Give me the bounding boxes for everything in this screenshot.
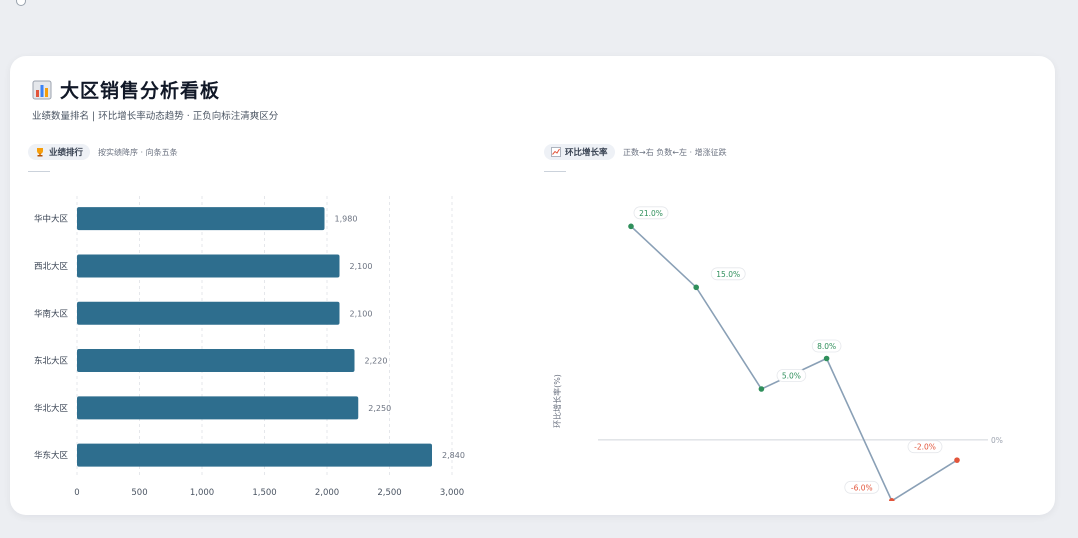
page-title: 大区销售分析看板 [60, 80, 221, 102]
x-tick-label: 500 [131, 488, 147, 498]
data-label: -6.0% [851, 483, 873, 492]
y-axis-label: 环比增长率(%) [552, 374, 562, 428]
bar [77, 254, 340, 278]
x-tick-label: 1,500 [252, 488, 276, 498]
data-point [954, 457, 960, 463]
trophy-icon [37, 148, 43, 157]
x-tick-label: 0 [74, 488, 79, 498]
bar-value-label: 1,980 [335, 215, 358, 224]
data-label: 8.0% [817, 342, 836, 351]
trend-chart-icon [551, 147, 561, 157]
category-label: 华中大区 [34, 214, 69, 225]
category-label: 西北大区 [34, 261, 69, 272]
bar-value-label: 2,250 [368, 404, 391, 413]
growth-line-chart: 0%环比增长率(%)21.0%华东大区15.0%华北大区5.0%东北大区8.0%… [552, 206, 1003, 501]
bar-value-label: 2,840 [442, 451, 465, 460]
ranking-bar-chart: 0 500 1,000 1,500 2,000 2,500 3,000 华中大区 1,980 西北… [34, 196, 465, 498]
data-label-bg [710, 267, 746, 281]
x-tick-label: 2,000 [315, 488, 339, 498]
data-label-bg [844, 480, 880, 494]
ranking-pill[interactable]: 业绩排行 [28, 144, 91, 160]
category-label: 华东大区 [34, 450, 69, 461]
bar [77, 443, 432, 467]
growth-line [630, 225, 958, 501]
growth-pill[interactable]: 环比增长率 [544, 144, 615, 160]
data-label: 21.0% [639, 209, 663, 218]
data-label-bg [633, 206, 669, 220]
growth-pill-note: 正数→右 负数←左 · 增涨征跌 [623, 148, 727, 157]
title-row: 大区销售分析看板 [32, 76, 220, 103]
category-label: 东北大区 [34, 356, 69, 367]
ranking-pill-label: 业绩排行 [49, 148, 84, 158]
bar [77, 301, 340, 325]
x-tick-label: 3,000 [440, 488, 464, 498]
category-label: 华北大区 [34, 403, 69, 414]
bar-value-label: 2,220 [365, 357, 388, 366]
data-label: 5.0% [782, 372, 801, 381]
cursor-indicator [16, 0, 26, 6]
data-point [823, 355, 830, 362]
bar [77, 349, 355, 373]
dashboard-card: 大区销售分析看板 业绩数量排名 | 环比增长率动态趋势 · 正负向标注清爽区分 … [10, 56, 1055, 515]
data-label-bg [907, 440, 943, 454]
page-subtitle: 业绩数量排名 | 环比增长率动态趋势 · 正负向标注清爽区分 [32, 111, 279, 122]
ranking-pill-note: 按实绩降序 · 向条五条 [98, 148, 178, 157]
x-tick-label: 1,000 [190, 488, 214, 498]
data-label: 15.0% [716, 270, 740, 279]
growth-pill-label: 环比增长率 [565, 148, 608, 158]
ranking-divider [28, 171, 50, 172]
data-point [889, 498, 895, 501]
data-point [628, 223, 634, 230]
bar [77, 207, 325, 231]
data-point [693, 284, 699, 291]
category-label: 华南大区 [34, 308, 69, 319]
growth-divider [544, 171, 566, 172]
data-label: -2.0% [914, 443, 936, 452]
data-label-bg [811, 339, 842, 353]
data-point [758, 386, 765, 392]
bar-value-label: 2,100 [350, 309, 373, 318]
bar-value-label: 2,100 [350, 262, 373, 271]
zero-label: 0% [991, 436, 1003, 445]
x-tick-label: 2,500 [377, 488, 401, 498]
bar [77, 396, 359, 420]
data-label-bg [776, 369, 807, 382]
bar-chart-icon [32, 80, 52, 99]
